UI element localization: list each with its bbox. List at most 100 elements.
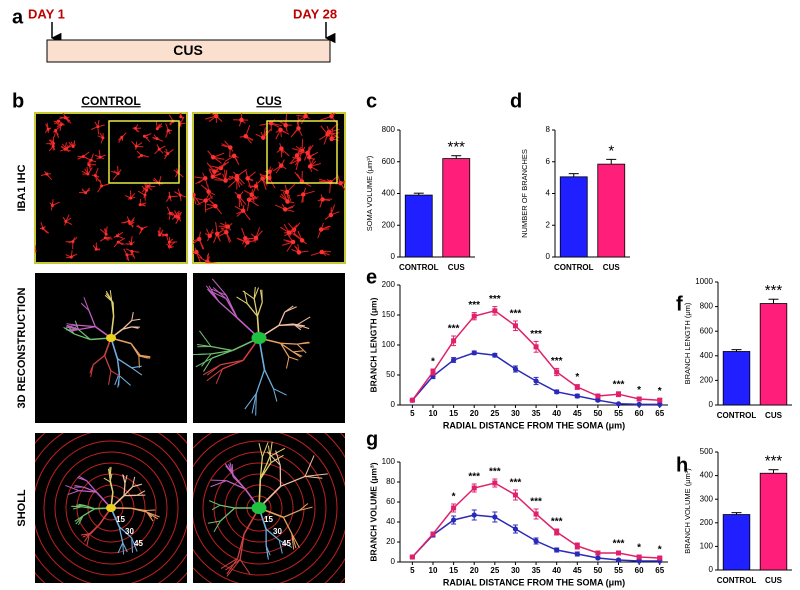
branch bbox=[233, 475, 246, 490]
y-tick-label: 200 bbox=[382, 280, 396, 289]
branch bbox=[86, 533, 90, 546]
y-tick-label: 8 bbox=[546, 125, 551, 134]
cell-body bbox=[249, 192, 254, 197]
cell-body bbox=[140, 227, 144, 231]
significance: *** bbox=[765, 282, 783, 299]
cell-body bbox=[120, 135, 124, 139]
marker bbox=[512, 323, 518, 329]
branch bbox=[283, 509, 300, 518]
sholl-ring bbox=[224, 473, 294, 543]
sholl-ring bbox=[65, 462, 157, 554]
branch bbox=[118, 372, 120, 386]
branch bbox=[144, 509, 156, 512]
branch bbox=[118, 526, 133, 539]
x-tick-label: CONTROL bbox=[717, 411, 757, 420]
cell-body bbox=[329, 136, 334, 142]
marker bbox=[471, 313, 477, 319]
cell-body bbox=[236, 194, 242, 199]
branch bbox=[297, 341, 309, 345]
branch bbox=[236, 296, 248, 305]
y-tick-label: 0 bbox=[709, 400, 714, 409]
cell-body bbox=[212, 169, 217, 174]
branch bbox=[109, 290, 113, 301]
marker bbox=[616, 391, 622, 397]
branch bbox=[205, 285, 219, 302]
cell-body bbox=[246, 197, 252, 203]
panel-letter: b bbox=[12, 90, 24, 112]
x-tick-label: 55 bbox=[614, 409, 623, 418]
marker bbox=[554, 389, 560, 395]
x-tick-label: 65 bbox=[655, 409, 664, 418]
branch bbox=[70, 328, 80, 332]
branch bbox=[123, 486, 134, 497]
soma bbox=[251, 332, 267, 344]
branch bbox=[284, 306, 297, 313]
cell-body bbox=[143, 193, 147, 197]
x-tick-label: 60 bbox=[635, 566, 644, 575]
branch bbox=[258, 443, 263, 458]
significance: *** bbox=[530, 329, 542, 340]
cell-body bbox=[296, 157, 302, 162]
y-tick-label: 200 bbox=[700, 518, 714, 527]
marker bbox=[451, 338, 457, 344]
x-tick-label: 10 bbox=[429, 566, 438, 575]
cell-body bbox=[328, 179, 333, 185]
branch bbox=[253, 286, 256, 299]
branch bbox=[104, 294, 114, 303]
branch bbox=[272, 388, 278, 402]
branch bbox=[132, 476, 136, 487]
cell-body bbox=[294, 153, 300, 158]
cell-body bbox=[71, 240, 75, 244]
marker bbox=[554, 547, 560, 553]
cell-body bbox=[213, 113, 219, 119]
x-axis-label: RADIAL DISTANCE FROM THE SOMA (μm) bbox=[443, 420, 625, 430]
cell-body bbox=[253, 235, 259, 241]
cell-body bbox=[301, 192, 306, 197]
marker bbox=[595, 397, 601, 403]
marker bbox=[451, 517, 457, 523]
marker bbox=[533, 511, 539, 517]
significance: * bbox=[658, 386, 662, 397]
branch bbox=[118, 526, 124, 543]
branch bbox=[195, 357, 213, 368]
branch bbox=[244, 393, 257, 410]
cell-body bbox=[243, 236, 248, 241]
significance: * bbox=[637, 543, 641, 554]
marker bbox=[471, 350, 477, 356]
branch bbox=[80, 302, 90, 311]
branch bbox=[269, 441, 273, 457]
cell-body bbox=[278, 163, 284, 168]
branch bbox=[296, 324, 310, 330]
branch bbox=[239, 559, 251, 575]
cell-body bbox=[116, 240, 120, 244]
cell-body bbox=[138, 203, 142, 207]
branch bbox=[246, 303, 258, 317]
branch bbox=[203, 357, 213, 372]
cell-body bbox=[104, 232, 108, 236]
cell-body bbox=[64, 219, 68, 223]
x-tick-label: 5 bbox=[410, 409, 415, 418]
marker bbox=[595, 393, 601, 399]
branch bbox=[285, 356, 290, 369]
branch bbox=[136, 490, 146, 496]
marker bbox=[574, 384, 580, 390]
branch bbox=[82, 508, 96, 517]
significance: *** bbox=[468, 300, 480, 311]
x-tick-label: 35 bbox=[532, 409, 541, 418]
significance: * bbox=[608, 142, 614, 159]
branch bbox=[292, 350, 304, 353]
branch bbox=[146, 511, 154, 522]
bar bbox=[722, 351, 751, 406]
marker bbox=[595, 555, 601, 561]
marker bbox=[533, 378, 539, 384]
branch bbox=[304, 473, 328, 477]
marker bbox=[471, 485, 477, 491]
cell-body bbox=[125, 253, 129, 257]
cell-body bbox=[284, 189, 290, 195]
cell-body bbox=[166, 128, 170, 132]
cell-body bbox=[130, 249, 134, 253]
x-tick-label: 35 bbox=[532, 566, 541, 575]
cell-body bbox=[134, 144, 138, 148]
